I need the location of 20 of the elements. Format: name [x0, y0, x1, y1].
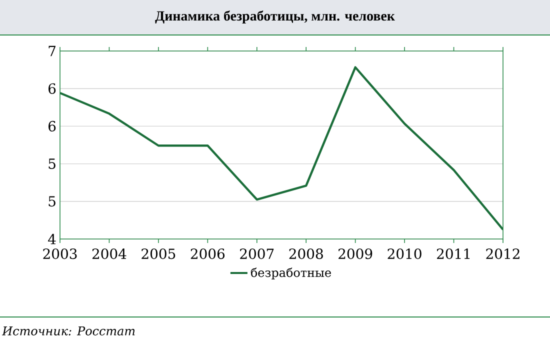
x-tick-label: 2007: [240, 248, 274, 260]
y-tick-label: 5: [48, 158, 56, 169]
x-tick-label: 2011: [436, 248, 470, 260]
line-series: [60, 66, 504, 231]
y-tick-label: 5: [48, 196, 56, 207]
x-tick-label: 2009: [338, 248, 372, 260]
x-tick-label: 2008: [289, 248, 323, 260]
y-tick-label: 6: [48, 83, 56, 94]
x-tick-label: 2003: [43, 248, 77, 260]
x-tick-label: 2004: [92, 248, 126, 260]
y-tick-label: 4: [48, 234, 56, 244]
legend-label: безработные: [250, 268, 331, 280]
x-tick-label: 2005: [142, 248, 176, 260]
y-tick-label: 7: [48, 46, 56, 56]
text: Источник: Росстат: [2, 326, 135, 336]
x-tick-label: 2006: [190, 248, 225, 260]
chart-title: Динамика безработицы, млн. человек: [155, 10, 395, 24]
x-tick-label: 2010: [388, 248, 422, 260]
y-tick-label: 6: [48, 120, 56, 132]
x-tick-label: 2012: [486, 248, 520, 260]
